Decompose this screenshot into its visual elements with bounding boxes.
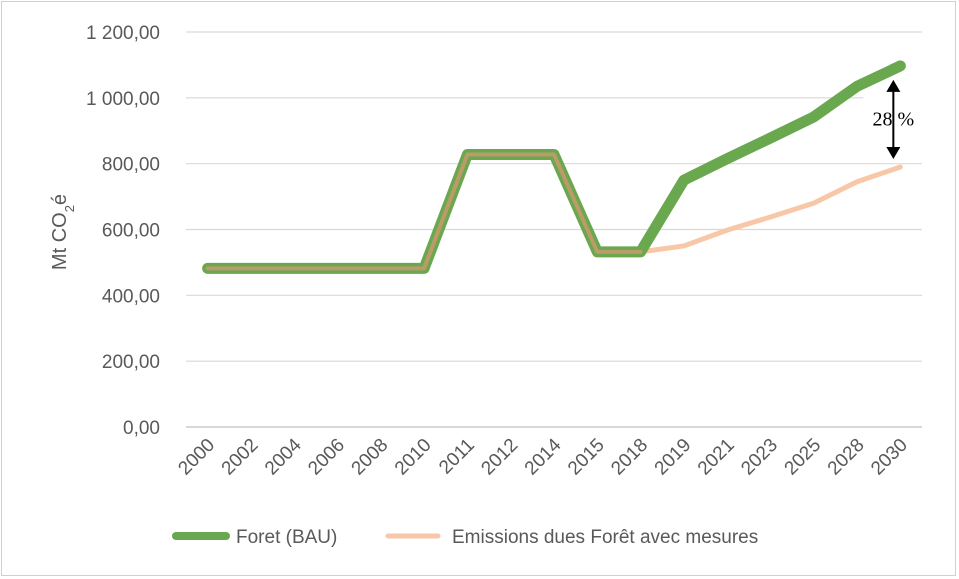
y-tick-label: 1 200,00	[86, 23, 160, 44]
y-axis-label: Mt CO2é	[49, 194, 77, 270]
legend-label-foret-bau: Foret (BAU)	[236, 527, 337, 548]
x-tick-label: 2002	[218, 435, 263, 480]
arrowhead-up-icon	[886, 79, 901, 92]
y-tick-label: 800,00	[102, 155, 160, 176]
y-tick-label: 400,00	[102, 286, 160, 307]
x-tick-label: 2025	[781, 435, 826, 480]
x-tick-label: 2021	[694, 435, 739, 480]
legend: Foret (BAU) Emissions dues Forêt avec me…	[172, 527, 758, 548]
grid-lines	[186, 31, 922, 428]
x-tick-label: 2028	[824, 435, 869, 480]
difference-annotation: 28 %	[863, 79, 926, 159]
x-tick-label: 2006	[304, 435, 349, 480]
series-line-overlap	[205, 152, 643, 271]
x-tick-label: 2008	[348, 435, 393, 480]
x-tick-label: 2018	[607, 435, 652, 480]
annotation-label: 28 %	[873, 108, 915, 130]
y-axis-ticks: 0,00 200,00 400,00 600,00 800,00 1 000,00 1 20…	[86, 23, 160, 439]
x-tick-label: 2023	[737, 435, 782, 480]
x-tick-label: 2014	[521, 434, 566, 479]
series-line-foret-bau	[202, 60, 906, 274]
x-tick-label: 2000	[174, 435, 219, 480]
y-tick-label: 200,00	[102, 352, 160, 373]
x-tick-label: 2004	[261, 434, 306, 479]
x-tick-label: 2019	[651, 435, 696, 480]
x-tick-label: 2012	[477, 435, 522, 480]
x-tick-label: 2010	[391, 435, 436, 480]
x-tick-label: 2030	[867, 435, 912, 480]
arrowhead-down-icon	[886, 146, 901, 159]
x-tick-label: 2011	[435, 435, 479, 479]
x-tick-label: 2015	[564, 435, 609, 480]
series-group	[202, 60, 906, 274]
series-line-foret-mesures	[205, 151, 903, 271]
y-tick-label: 1 000,00	[86, 89, 160, 110]
legend-label-foret-mesures: Emissions dues Forêt avec mesures	[452, 527, 758, 548]
y-tick-label: 0,00	[123, 418, 160, 439]
y-tick-label: 600,00	[102, 221, 160, 242]
